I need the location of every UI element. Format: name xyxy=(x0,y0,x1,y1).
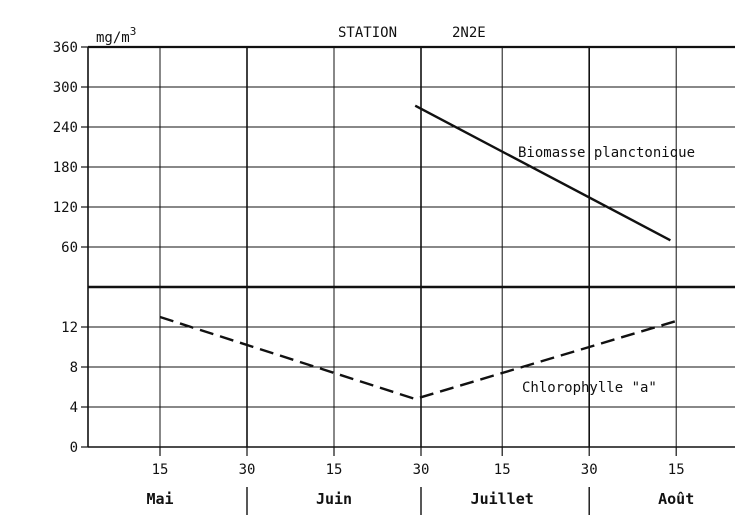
station-label: 2N2E xyxy=(452,25,486,41)
month-label: Mai xyxy=(146,490,173,508)
y-tick-label: 120 xyxy=(53,200,78,216)
x-tick-label: 15 xyxy=(326,462,343,478)
series-line-chlorophylle xyxy=(159,315,677,401)
chart-title: STATION xyxy=(338,25,397,41)
x-tick-label: 15 xyxy=(494,462,511,478)
series-line-biomasse xyxy=(414,104,671,242)
y-tick-label: 360 xyxy=(53,40,78,56)
y-tick-label: 180 xyxy=(53,160,78,176)
y-tick-label: 240 xyxy=(53,120,78,136)
y-tick-label: 8 xyxy=(70,360,78,376)
month-label: Juin xyxy=(316,490,352,508)
y-tick-label: 12 xyxy=(61,320,78,336)
y-tick-label: 4 xyxy=(70,400,78,416)
x-tick-label: 15 xyxy=(668,462,685,478)
y-tick-label: 0 xyxy=(70,440,78,456)
x-tick-label: 30 xyxy=(239,462,256,478)
series-layer xyxy=(159,104,677,401)
x-tick-label: 30 xyxy=(413,462,430,478)
y-tick-label: 60 xyxy=(61,240,78,256)
unit-exponent: 3 xyxy=(130,25,137,38)
unit-base: mg/m xyxy=(96,30,130,46)
unit-label: mg/m3 xyxy=(96,25,136,46)
month-label: Août xyxy=(658,490,694,508)
month-label: Juillet xyxy=(471,490,534,508)
grid xyxy=(81,46,735,515)
chart-frame xyxy=(87,45,735,448)
x-tick-label: 15 xyxy=(152,462,169,478)
y-tick-label: 300 xyxy=(53,80,78,96)
x-tick-label: 30 xyxy=(581,462,598,478)
series-label-biomasse: Biomasse planctonique xyxy=(518,145,695,161)
series-label-chlorophylle: Chlorophylle "a" xyxy=(522,380,657,396)
